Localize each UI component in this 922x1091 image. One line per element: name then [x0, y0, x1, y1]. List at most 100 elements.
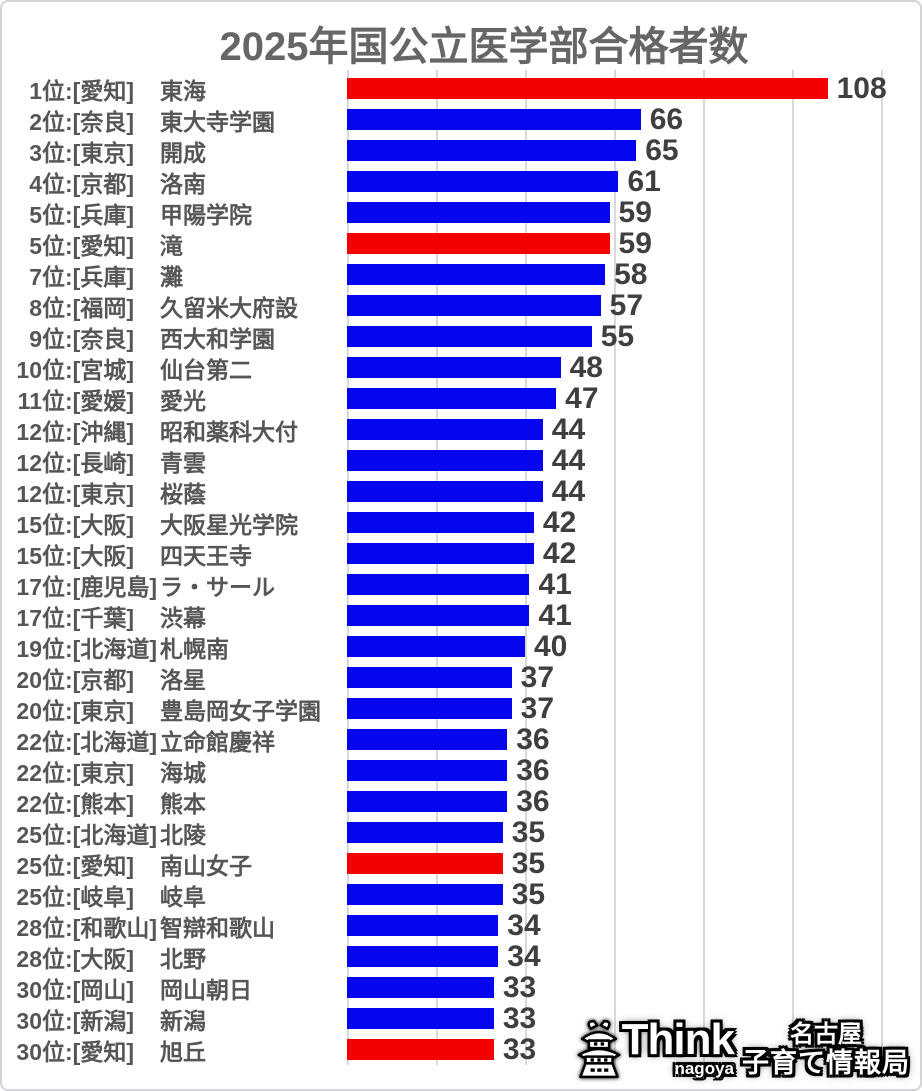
- rank-number: 7: [29, 263, 42, 290]
- rank-prefecture: 位:[北海道]: [42, 728, 157, 755]
- rank-label: 17位:[鹿児島] ラ・サール: [2, 568, 347, 602]
- bar: [347, 388, 557, 409]
- bar-track: 35: [347, 877, 920, 911]
- value-label: 58: [614, 257, 648, 291]
- bar: [347, 822, 503, 843]
- rank-label: 10位:[宮城] 仙台第二: [2, 351, 347, 385]
- school-name: ラ・サール: [160, 573, 275, 600]
- rank-number: 22: [16, 759, 42, 786]
- rank-number: 12: [16, 449, 42, 476]
- rank-number: 4: [29, 170, 42, 197]
- bar-track: 36: [347, 753, 920, 787]
- value-label: 36: [516, 722, 550, 756]
- rank-label: 3位:[東京] 開成: [2, 134, 347, 168]
- value-label: 35: [511, 877, 546, 911]
- rank-number: 1: [29, 77, 42, 104]
- gridline: [347, 70, 349, 1065]
- rank-label: 11位:[愛媛] 愛光: [2, 382, 347, 416]
- school-name: 岐阜: [160, 883, 206, 910]
- bar: [347, 140, 637, 161]
- school-name: 渋幕: [160, 604, 206, 631]
- bar-row: 25位:[愛知] 南山女子 35: [2, 848, 920, 879]
- bar: [347, 729, 508, 750]
- rank-prefecture: 位:[京都]: [42, 170, 134, 197]
- bar-track: 44: [347, 414, 920, 445]
- rank-label: 22位:[熊本] 熊本: [2, 785, 347, 819]
- bar-track: 108: [347, 71, 920, 105]
- rank-prefecture: 位:[愛知]: [42, 77, 134, 104]
- rank-prefecture: 位:[兵庫]: [42, 201, 134, 228]
- rank-label: 1位:[愛知] 東海: [2, 72, 347, 106]
- school-name: 海城: [160, 759, 206, 786]
- bar: [347, 450, 543, 471]
- bar-row: 12位:[長崎] 青雲 44: [2, 445, 920, 476]
- school-name: 青雲: [160, 449, 206, 476]
- bar-row: 20位:[東京] 豊島岡女子学園 37: [2, 693, 920, 724]
- bar-track: 33: [347, 1034, 920, 1065]
- gridlines: [347, 70, 907, 1065]
- rank-label: 25位:[岐阜] 岐阜: [2, 878, 347, 912]
- bar-track: 37: [347, 693, 920, 724]
- bar-track: 61: [347, 164, 920, 198]
- rank-label: 30位:[愛知] 旭丘: [2, 1033, 347, 1067]
- rank-prefecture: 位:[熊本]: [42, 790, 134, 817]
- rank-number: 30: [16, 1038, 42, 1065]
- school-name: 札幌南: [160, 635, 229, 662]
- bar-row: 15位:[大阪] 大阪星光学院 42: [2, 507, 920, 538]
- chart-title: 2025年国公立医学部合格者数: [219, 25, 749, 69]
- bar: [347, 295, 601, 316]
- bar-row: 10位:[宮城] 仙台第二 48: [2, 352, 920, 383]
- bar-track: 35: [347, 848, 920, 879]
- bar-row: 3位:[東京] 開成 65: [2, 135, 920, 166]
- rank-number: 15: [16, 511, 42, 538]
- rank-number: 12: [16, 480, 42, 507]
- bar-row: 12位:[東京] 桜蔭 44: [2, 476, 920, 507]
- rank-number: 17: [16, 573, 42, 600]
- school-name: 東大寺学園: [160, 108, 275, 135]
- bar: [347, 1008, 494, 1029]
- bar-row: 22位:[北海道] 立命館慶祥 36: [2, 724, 920, 755]
- bar-row: 28位:[和歌山] 智辯和歌山 34: [2, 910, 920, 941]
- rank-label: 8位:[福岡] 久留米大府設: [2, 289, 347, 323]
- rank-prefecture: 位:[岡山]: [42, 976, 134, 1003]
- rank-label: 19位:[北海道] 札幌南: [2, 630, 347, 664]
- rank-label: 30位:[岡山] 岡山朝日: [2, 971, 347, 1005]
- value-label: 61: [627, 164, 661, 198]
- rank-number: 28: [16, 945, 42, 972]
- rank-number: 9: [29, 325, 42, 352]
- bar: [347, 78, 828, 99]
- value-label: 108: [836, 71, 887, 105]
- bar-row: 9位:[奈良] 西大和学園 55: [2, 321, 920, 352]
- bar-row: 2位:[奈良] 東大寺学園 66: [2, 104, 920, 135]
- value-label: 44: [551, 443, 586, 477]
- value-label: 42: [542, 536, 577, 570]
- bar-row: 1位:[愛知] 東海 108: [2, 73, 920, 104]
- value-label: 47: [565, 381, 599, 415]
- bar-row: 25位:[岐阜] 岐阜 35: [2, 879, 920, 910]
- rank-prefecture: 位:[鹿児島]: [42, 573, 157, 600]
- bar: [347, 326, 592, 347]
- school-name: 豊島岡女子学園: [160, 697, 321, 724]
- rank-prefecture: 位:[和歌山]: [42, 914, 157, 941]
- rank-number: 5: [29, 232, 42, 259]
- value-label: 36: [516, 753, 550, 787]
- rank-prefecture: 位:[奈良]: [42, 108, 134, 135]
- bar-track: 37: [347, 662, 920, 693]
- bar-row: 5位:[兵庫] 甲陽学院 59: [2, 197, 920, 228]
- bar: [347, 915, 499, 936]
- rank-label: 20位:[京都] 洛星: [2, 661, 347, 695]
- school-name: 滝: [160, 232, 183, 259]
- bar-row: 19位:[北海道] 札幌南 40: [2, 631, 920, 662]
- bar-track: 66: [347, 104, 920, 135]
- rank-prefecture: 位:[岐阜]: [42, 883, 134, 910]
- logo-tagline-line2: 子育て情報局: [742, 1048, 910, 1078]
- rank-label: 22位:[東京] 海城: [2, 754, 347, 788]
- bar: [347, 233, 610, 254]
- logo: Think nagoya 名古屋 子育て情報局: [572, 1017, 910, 1079]
- rank-prefecture: 位:[東京]: [42, 139, 134, 166]
- school-name: 智辯和歌山: [160, 914, 275, 941]
- castle-icon: [577, 1019, 621, 1079]
- rank-number: 2: [29, 108, 42, 135]
- bar-row: 22位:[東京] 海城 36: [2, 755, 920, 786]
